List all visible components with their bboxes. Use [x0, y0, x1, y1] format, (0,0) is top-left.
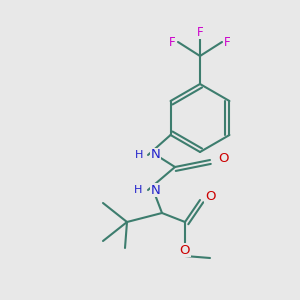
- Text: H: H: [135, 150, 143, 160]
- Text: O: O: [205, 190, 215, 202]
- Text: N: N: [151, 148, 161, 161]
- Text: H: H: [134, 185, 142, 195]
- Text: F: F: [169, 35, 176, 49]
- Text: N: N: [151, 184, 161, 196]
- Text: F: F: [224, 35, 231, 49]
- Text: O: O: [180, 244, 190, 256]
- Text: O: O: [218, 152, 229, 166]
- Text: F: F: [197, 26, 203, 38]
